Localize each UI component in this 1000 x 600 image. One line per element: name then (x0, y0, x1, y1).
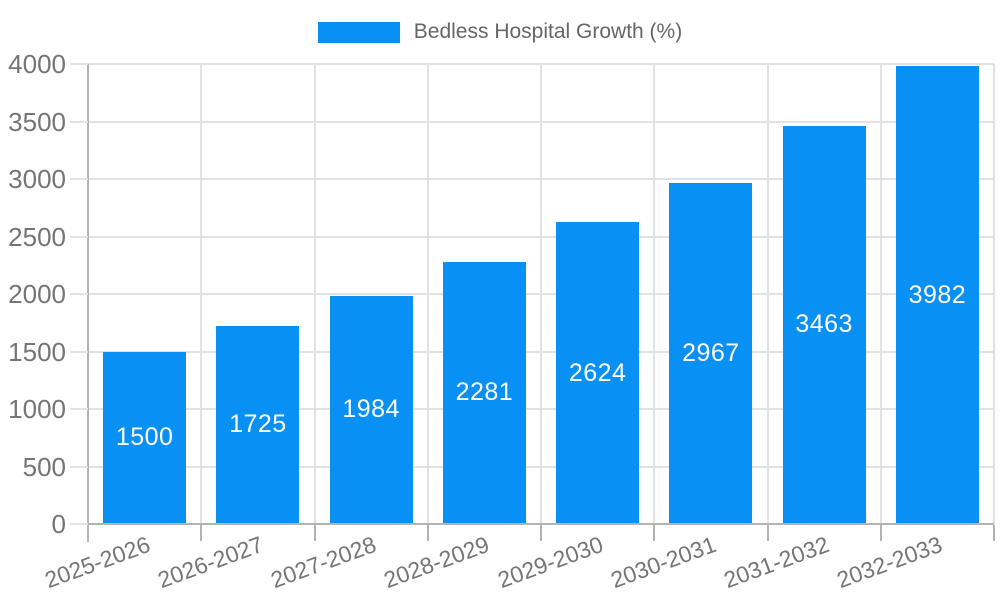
y-tick-mark (70, 293, 88, 295)
x-tick-mark (200, 525, 203, 541)
v-gridline (766, 64, 769, 524)
bar-value-label: 2967 (682, 338, 740, 367)
x-tick-mark (540, 525, 542, 541)
v-gridline (313, 64, 316, 524)
y-tick-label: 2500 (8, 221, 66, 252)
y-tick-label: 500 (22, 451, 66, 482)
x-tick-mark (879, 525, 882, 541)
bar[interactable]: 1984 (329, 295, 413, 524)
x-tick-mark (653, 525, 656, 541)
bar[interactable]: 1725 (216, 325, 300, 524)
bar-value-label: 2624 (568, 358, 627, 387)
bar-value-label: 3982 (908, 280, 967, 309)
x-tick-mark (426, 525, 429, 541)
x-tick-mark (766, 525, 769, 541)
bar-value-label: 2281 (455, 378, 514, 407)
v-gridline (993, 64, 995, 524)
y-tick-label: 1500 (8, 336, 66, 367)
y-tick-label: 2000 (8, 279, 66, 309)
y-tick-mark (70, 408, 88, 410)
legend: Bedless Hospital Growth (%) (0, 18, 1000, 46)
v-gridline (200, 64, 203, 524)
x-axis-line (88, 523, 994, 525)
y-tick-label: 0 (51, 509, 66, 539)
bar[interactable]: 3463 (782, 125, 866, 524)
v-gridline (426, 64, 429, 524)
x-tick-mark (87, 525, 89, 541)
bar-value-label: 3463 (795, 310, 853, 339)
bar[interactable]: 3982 (895, 66, 979, 524)
bar[interactable]: 2281 (442, 261, 526, 524)
y-tick-label: 4000 (8, 49, 66, 79)
bar-value-label: 1984 (342, 395, 400, 424)
bar[interactable]: 2967 (669, 182, 753, 524)
bar[interactable]: 1500 (103, 351, 187, 524)
bar-value-label: 1500 (115, 423, 174, 452)
v-gridline (879, 64, 882, 524)
v-gridline (653, 64, 656, 524)
bar[interactable]: 2624 (556, 222, 640, 524)
plot-area: 1500 1725 1984 2281 2624 2967 3463 3982 (88, 63, 995, 524)
y-tick-label: 3000 (8, 164, 66, 194)
y-tick-mark (70, 178, 88, 180)
x-tick-mark (313, 525, 316, 541)
v-gridline (540, 64, 542, 524)
y-tick-mark (70, 120, 88, 123)
y-tick-mark (70, 465, 88, 468)
y-tick-mark (70, 235, 88, 238)
bar-value-label: 1725 (229, 410, 287, 439)
y-tick-mark (70, 63, 88, 65)
y-tick-mark (70, 350, 88, 353)
y-tick-mark (70, 523, 88, 525)
legend-label[interactable]: Bedless Hospital Growth (%) (413, 20, 683, 43)
x-tick-mark (993, 525, 995, 541)
y-tick-label: 3500 (8, 106, 66, 137)
legend-swatch[interactable] (317, 21, 400, 43)
y-axis-line (87, 64, 89, 542)
y-tick-label: 1000 (8, 394, 66, 424)
